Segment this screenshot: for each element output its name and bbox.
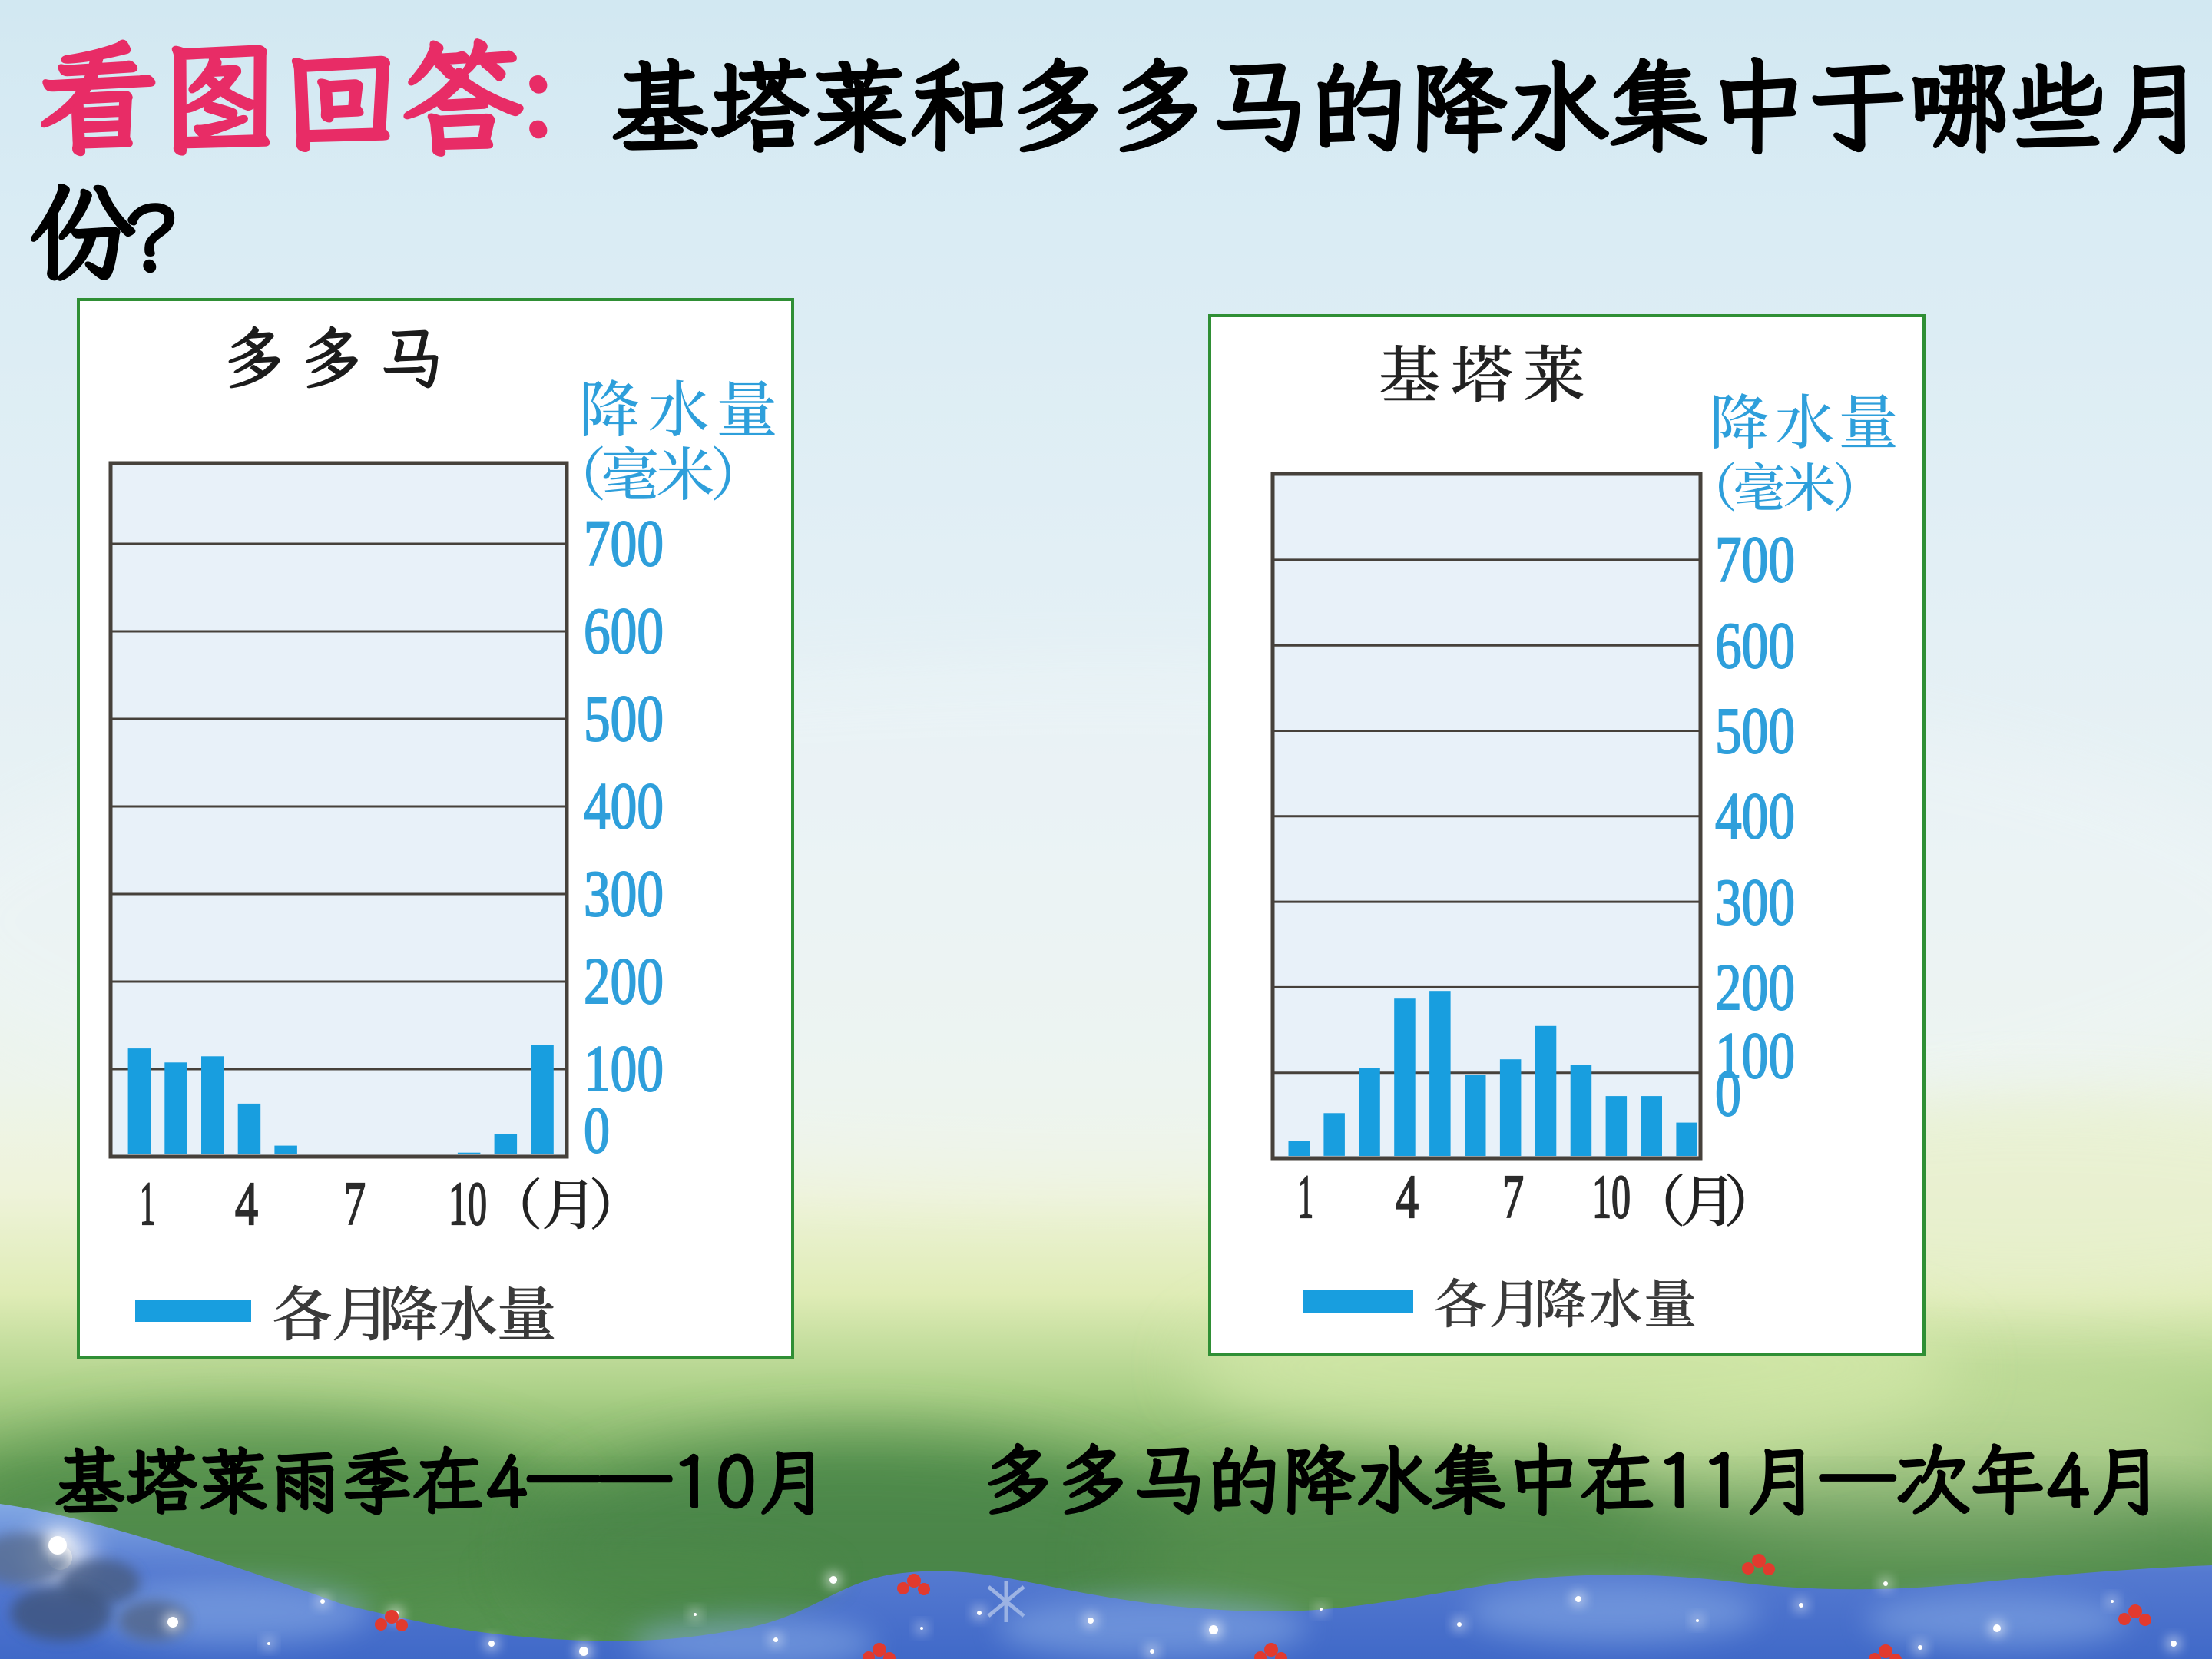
- svg-text:600: 600: [1715, 608, 1795, 682]
- svg-text:400: 400: [584, 769, 664, 843]
- svg-text:500: 500: [1715, 694, 1795, 767]
- svg-text:200: 200: [584, 944, 664, 1018]
- svg-text:7: 7: [1502, 1164, 1524, 1231]
- svg-text:100: 100: [584, 1031, 664, 1105]
- svg-text:300: 300: [1715, 865, 1795, 939]
- svg-text:700: 700: [1715, 522, 1795, 596]
- svg-text:4: 4: [1396, 1164, 1419, 1231]
- svg-text:100: 100: [1715, 1018, 1795, 1092]
- svg-text:10: 10: [449, 1171, 487, 1238]
- svg-text:200: 200: [1715, 950, 1795, 1024]
- svg-text:4: 4: [235, 1171, 258, 1238]
- svg-text:700: 700: [584, 506, 664, 580]
- svg-text:10: 10: [1592, 1164, 1631, 1231]
- svg-text:400: 400: [1715, 779, 1795, 853]
- svg-text:0: 0: [1715, 1056, 1741, 1130]
- svg-text:300: 300: [584, 856, 664, 930]
- svg-text:600: 600: [584, 594, 664, 667]
- svg-text:1: 1: [1298, 1164, 1313, 1231]
- svg-text:1: 1: [140, 1171, 155, 1238]
- svg-text:500: 500: [584, 681, 664, 755]
- svg-text:7: 7: [344, 1171, 366, 1238]
- svg-text:0: 0: [584, 1093, 610, 1167]
